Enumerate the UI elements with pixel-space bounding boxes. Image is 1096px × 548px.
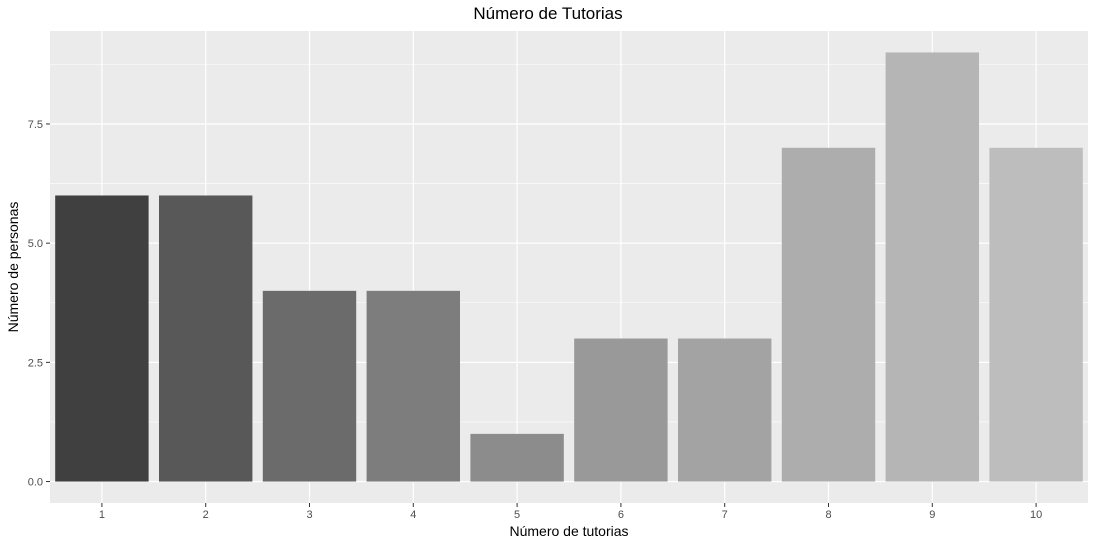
bar-9 [885,52,980,482]
x-tick-label: 10 [1030,509,1042,521]
bar-3 [262,290,357,482]
y-tick-label: 7.5 [28,119,43,131]
y-axis-title: Número de personas [5,201,21,333]
x-tick-label: 6 [618,509,624,521]
bar-6 [574,338,668,482]
x-tick-label: 2 [203,509,209,521]
x-axis-title: Número de tutorias [509,523,629,539]
x-tick-label: 3 [306,509,312,521]
x-tick-label: 4 [410,509,416,521]
x-tick-label: 7 [722,509,728,521]
y-tick-label: 2.5 [28,357,43,369]
x-tick-label: 1 [99,509,105,521]
y-tick-label: 0.0 [28,477,43,489]
bar-2 [158,195,253,482]
bar-5 [470,433,564,482]
x-tick-label: 9 [929,509,935,521]
x-tick-label: 5 [514,509,520,521]
bar-8 [781,147,876,482]
x-tick-label: 8 [825,509,831,521]
bar-4 [366,290,461,482]
bar-1 [55,195,149,482]
bar-7 [677,338,772,482]
chart-title: Número de Tutorias [473,4,623,23]
y-tick-label: 5.0 [28,238,43,250]
bar-10 [989,147,1083,482]
